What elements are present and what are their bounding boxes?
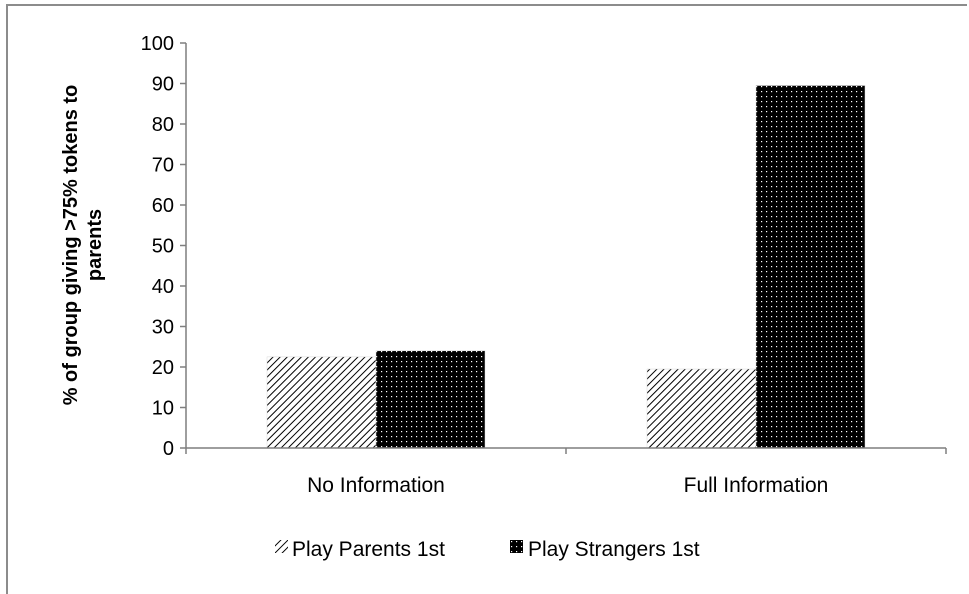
y-axis-title: % of group giving >75% tokens to parents [60,85,106,406]
legend-swatch-play-strangers-1st [510,540,523,553]
y-tick-label: 100 [141,33,174,55]
category-labels: No Information Full Information [307,474,828,497]
legend-label-play-strangers-1st: Play Strangers 1st [528,538,700,561]
y-tick-label: 30 [152,317,174,339]
y-tick-label: 0 [163,438,174,460]
y-axis-title-line-2: parents [84,209,106,281]
category-label: Full Information [684,474,829,497]
legend-label-play-parents-1st: Play Parents 1st [292,538,445,561]
y-axis-title-line-1: % of group giving >75% tokens to [60,85,82,406]
legend: Play Parents 1st Play Strangers 1st [275,538,700,561]
y-tick-label: 90 [152,74,174,96]
legend-swatch-play-parents-1st [275,540,288,553]
y-tick-label: 70 [152,155,174,177]
y-tick-label: 50 [152,236,174,258]
bars [266,85,866,449]
bar-play-parents-1st-no-information [266,356,377,449]
y-axis-ticks: 0 10 20 30 40 50 60 70 80 90 100 [141,33,186,460]
axes [185,43,947,454]
y-tick-label: 10 [152,398,174,420]
bar-play-strangers-1st-full-information [755,85,866,449]
bar-play-strangers-1st-no-information [375,350,486,449]
y-tick-label: 40 [152,276,174,298]
y-tick-label: 20 [152,357,174,379]
y-tick-label: 60 [152,195,174,217]
category-label: No Information [307,474,445,497]
y-tick-label: 80 [152,114,174,136]
bar-play-parents-1st-full-information [646,368,757,449]
